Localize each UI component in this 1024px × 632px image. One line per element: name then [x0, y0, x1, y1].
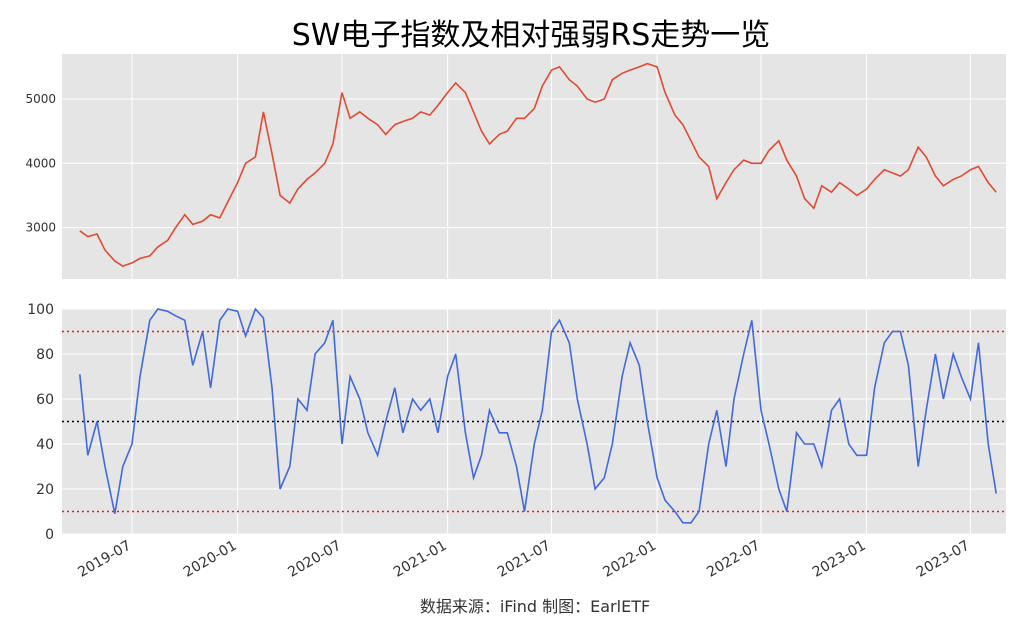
rs-y-tick-label: 80 [36, 347, 54, 363]
rs-y-ticks: 0 20 40 60 80 100 [27, 302, 54, 543]
index-y-tick-label: 5000 [25, 92, 56, 106]
x-tick-label: 2023-01 [810, 538, 869, 581]
rs-y-tick-label: 100 [27, 302, 54, 318]
index-y-tick-label: 4000 [25, 156, 56, 170]
x-tick-label: 2022-07 [704, 538, 763, 581]
x-tick-label: 2023-07 [914, 538, 973, 581]
source-note: 数据来源：iFind 制图：EarlETF [420, 597, 650, 616]
index-y-tick-label: 3000 [25, 221, 56, 235]
rs-y-tick-label: 60 [36, 392, 54, 408]
index-panel [62, 54, 1006, 279]
chart-title: SW电子指数及相对强弱RS走势一览 [292, 18, 771, 53]
x-tick-label: 2021-07 [495, 538, 554, 581]
rs-y-tick-label: 20 [36, 482, 54, 498]
x-tick-label: 2021-01 [391, 538, 450, 581]
x-tick-label: 2020-01 [181, 538, 240, 581]
rs-series-line [79, 307, 997, 524]
index-y-ticks: 3000 4000 5000 [25, 92, 56, 235]
x-tick-label: 2020-07 [285, 538, 344, 581]
index-series-line [79, 62, 997, 267]
rs-y-tick-label: 0 [45, 527, 54, 543]
x-tick-label: 2022-01 [600, 538, 659, 581]
rs-y-tick-label: 40 [36, 437, 54, 453]
x-tick-label: 2019-07 [75, 538, 134, 581]
x-ticks: 2019-07 2020-01 2020-07 2021-01 2021-07 2022-… [75, 538, 972, 581]
rs-reference-lines [62, 330, 1006, 513]
index-grid [62, 54, 1006, 279]
